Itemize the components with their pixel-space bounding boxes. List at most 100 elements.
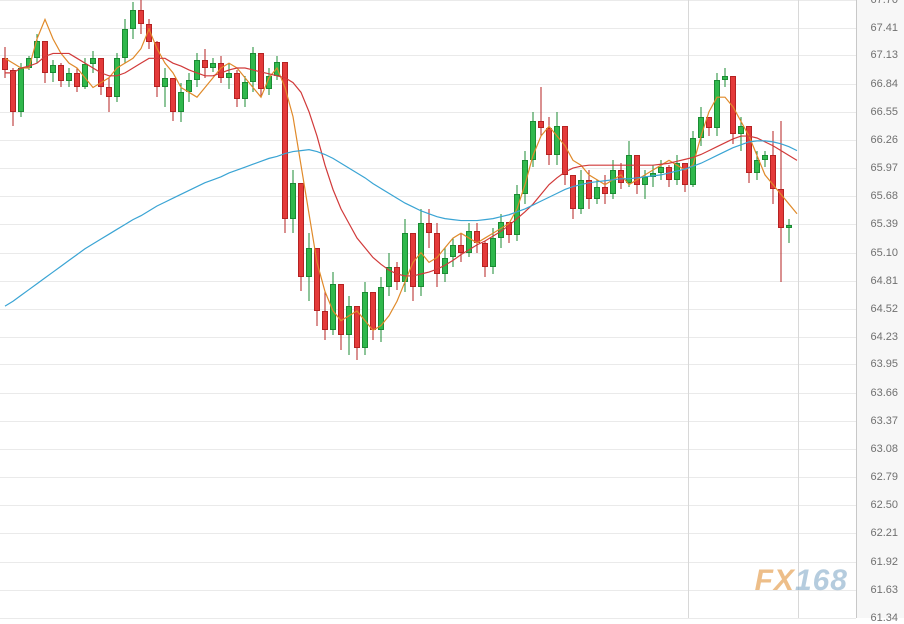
candle (194, 0, 200, 618)
candle (178, 0, 184, 618)
y-axis-label: 65.68 (870, 190, 898, 202)
candle (434, 0, 440, 618)
y-axis-label: 65.39 (870, 218, 898, 230)
candle (26, 0, 32, 618)
candle (562, 0, 568, 618)
y-axis-label: 61.34 (870, 612, 898, 624)
candle (610, 0, 616, 618)
candle (626, 0, 632, 618)
candle (778, 0, 784, 618)
y-axis-label: 61.92 (870, 556, 898, 568)
candle (650, 0, 656, 618)
candle (418, 0, 424, 618)
candle (74, 0, 80, 618)
candle (314, 0, 320, 618)
candle (570, 0, 576, 618)
candle (586, 0, 592, 618)
y-axis-label: 63.37 (870, 415, 898, 427)
candle (706, 0, 712, 618)
candle (378, 0, 384, 618)
y-axis-label: 64.52 (870, 303, 898, 315)
candle (450, 0, 456, 618)
plot-area[interactable] (0, 0, 856, 618)
candle (34, 0, 40, 618)
watermark-suffix: 168 (795, 564, 848, 597)
candle (754, 0, 760, 618)
candle (602, 0, 608, 618)
candle (250, 0, 256, 618)
candle (634, 0, 640, 618)
candle (322, 0, 328, 618)
candle (42, 0, 48, 618)
candle (746, 0, 752, 618)
candle (354, 0, 360, 618)
y-axis-label: 63.08 (870, 443, 898, 455)
candle (458, 0, 464, 618)
y-axis-label: 62.21 (870, 527, 898, 539)
candle (522, 0, 528, 618)
candle (226, 0, 232, 618)
candle (66, 0, 72, 618)
candle (114, 0, 120, 618)
candle (266, 0, 272, 618)
candle (146, 0, 152, 618)
gridline (0, 618, 856, 619)
candle (506, 0, 512, 618)
candle (426, 0, 432, 618)
candle (130, 0, 136, 618)
candle (98, 0, 104, 618)
candle (10, 0, 16, 618)
candle (682, 0, 688, 618)
candle (346, 0, 352, 618)
candle (402, 0, 408, 618)
candle (410, 0, 416, 618)
y-axis-label: 65.10 (870, 247, 898, 259)
candle (18, 0, 24, 618)
candle (162, 0, 168, 618)
y-axis: 67.7067.4167.1366.8466.5566.2665.9765.68… (856, 0, 904, 618)
candle (690, 0, 696, 618)
candle (218, 0, 224, 618)
candle (658, 0, 664, 618)
candle (730, 0, 736, 618)
y-axis-label: 61.63 (870, 584, 898, 596)
candle (282, 0, 288, 618)
watermark-logo: FX168 (755, 564, 848, 598)
candle (530, 0, 536, 618)
y-axis-label: 63.95 (870, 358, 898, 370)
candle (394, 0, 400, 618)
candle (210, 0, 216, 618)
candle (2, 0, 8, 618)
candle (362, 0, 368, 618)
candle (306, 0, 312, 618)
y-axis-label: 62.79 (870, 471, 898, 483)
candle (290, 0, 296, 618)
candle (82, 0, 88, 618)
time-separator (798, 0, 799, 618)
candle (722, 0, 728, 618)
candle (738, 0, 744, 618)
candle (258, 0, 264, 618)
candle (594, 0, 600, 618)
y-axis-label: 64.23 (870, 331, 898, 343)
y-axis-label: 66.55 (870, 106, 898, 118)
candle (618, 0, 624, 618)
y-axis-label: 63.66 (870, 387, 898, 399)
candle (762, 0, 768, 618)
candle (674, 0, 680, 618)
candle (154, 0, 160, 618)
y-axis-label: 64.81 (870, 275, 898, 287)
candle (202, 0, 208, 618)
candle (234, 0, 240, 618)
candle (386, 0, 392, 618)
candle (498, 0, 504, 618)
candle (546, 0, 552, 618)
candle (370, 0, 376, 618)
time-separator (688, 0, 689, 618)
candle (642, 0, 648, 618)
candle (514, 0, 520, 618)
candle (122, 0, 128, 618)
candle (90, 0, 96, 618)
candle (50, 0, 56, 618)
candle (770, 0, 776, 618)
